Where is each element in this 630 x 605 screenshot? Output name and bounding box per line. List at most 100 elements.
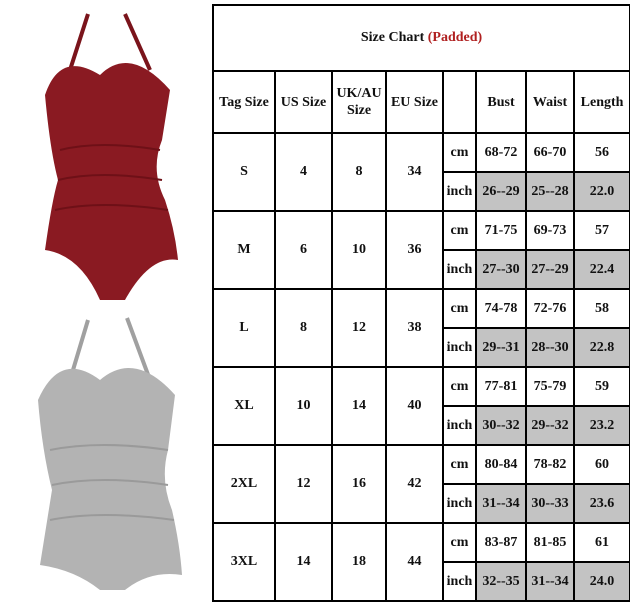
unit-cm-cell: cm xyxy=(442,288,477,329)
us-size-cell: 6 xyxy=(274,210,333,290)
waist-cm-cell: 78-82 xyxy=(525,444,575,485)
length-inch-cell: 22.4 xyxy=(572,249,630,290)
size-row-inch: inch 30--32 29--32 23.2 xyxy=(213,405,630,446)
header-uk-au-size: UK/AU Size xyxy=(331,70,387,134)
length-cm-cell: 56 xyxy=(572,132,630,173)
size-row-cm: 2XL 12 16 42 cm 80-84 78-82 60 xyxy=(212,444,630,524)
bust-cm-cell: 80-84 xyxy=(475,444,527,485)
swimsuit-images xyxy=(38,13,182,590)
unit-cm-cell: cm xyxy=(442,132,477,173)
header-waist: Waist xyxy=(525,70,575,134)
uk-au-size-cell: 8 xyxy=(331,132,387,212)
tag-size-cell: 3XL xyxy=(212,522,276,602)
waist-inch-cell: 31--34 xyxy=(525,561,575,602)
us-size-cell: 4 xyxy=(274,132,333,212)
header-us-size: US Size xyxy=(274,70,333,134)
tag-size-cell: 2XL xyxy=(212,444,276,524)
unit-cm-cell: cm xyxy=(442,444,477,485)
waist-inch-cell: 29--32 xyxy=(525,405,575,446)
waist-inch-cell: 28--30 xyxy=(525,327,575,368)
bust-inch-cell: 27--30 xyxy=(475,249,527,290)
unit-inch-cell: inch xyxy=(442,327,477,368)
length-cm-cell: 61 xyxy=(572,522,630,563)
unit-cm-cell: cm xyxy=(442,522,477,563)
size-row-inch: inch 27--30 27--29 22.4 xyxy=(213,249,630,290)
red-swimsuit-image xyxy=(45,13,178,300)
length-cm-cell: 57 xyxy=(572,210,630,251)
length-cm-cell: 60 xyxy=(572,444,630,485)
waist-inch-cell: 25--28 xyxy=(525,171,575,212)
size-row-cm: XL 10 14 40 cm 77-81 75-79 59 xyxy=(212,366,630,446)
unit-inch-cell: inch xyxy=(442,405,477,446)
tag-size-cell: S xyxy=(212,132,276,212)
bust-cm-cell: 71-75 xyxy=(475,210,527,251)
unit-cm-cell: cm xyxy=(442,210,477,251)
size-row-inch: inch 31--34 30--33 23.6 xyxy=(213,483,630,524)
bust-cm-cell: 83-87 xyxy=(475,522,527,563)
us-size-cell: 10 xyxy=(274,366,333,446)
length-inch-cell: 22.0 xyxy=(572,171,630,212)
us-size-cell: 12 xyxy=(274,444,333,524)
size-chart-table: Size Chart (Padded) Tag Size US Size UK/… xyxy=(211,4,630,602)
unit-cm-cell: cm xyxy=(442,366,477,407)
length-inch-cell: 23.2 xyxy=(572,405,630,446)
length-cm-cell: 58 xyxy=(572,288,630,329)
waist-inch-cell: 27--29 xyxy=(525,249,575,290)
size-row-inch: inch 26--29 25--28 22.0 xyxy=(213,171,630,212)
waist-cm-cell: 69-73 xyxy=(525,210,575,251)
unit-inch-cell: inch xyxy=(442,561,477,602)
waist-cm-cell: 72-76 xyxy=(525,288,575,329)
tag-size-cell: XL xyxy=(212,366,276,446)
chart-title: Size Chart (Padded) xyxy=(211,4,630,72)
size-row-cm: M 6 10 36 cm 71-75 69-73 57 xyxy=(212,210,630,290)
bust-inch-cell: 31--34 xyxy=(475,483,527,524)
eu-size-cell: 42 xyxy=(385,444,444,524)
size-row-cm: 3XL 14 18 44 cm 83-87 81-85 61 xyxy=(212,522,630,602)
size-row-inch: inch 29--31 28--30 22.8 xyxy=(213,327,630,368)
eu-size-cell: 38 xyxy=(385,288,444,368)
uk-au-size-cell: 18 xyxy=(331,522,387,602)
eu-size-cell: 36 xyxy=(385,210,444,290)
waist-cm-cell: 81-85 xyxy=(525,522,575,563)
title-accent: (Padded) xyxy=(427,30,483,45)
bust-inch-cell: 29--31 xyxy=(475,327,527,368)
header-eu-size: EU Size xyxy=(385,70,444,134)
size-row-inch: inch 32--35 31--34 24.0 xyxy=(213,561,630,602)
unit-inch-cell: inch xyxy=(442,249,477,290)
length-inch-cell: 23.6 xyxy=(572,483,630,524)
uk-au-size-cell: 16 xyxy=(331,444,387,524)
tag-size-cell: L xyxy=(212,288,276,368)
bust-inch-cell: 26--29 xyxy=(475,171,527,212)
header-row: Tag Size US Size UK/AU Size EU Size Bust… xyxy=(212,70,630,134)
unit-inch-cell: inch xyxy=(442,483,477,524)
bust-inch-cell: 32--35 xyxy=(475,561,527,602)
waist-inch-cell: 30--33 xyxy=(525,483,575,524)
title-text: Size Chart xyxy=(360,30,425,45)
us-size-cell: 14 xyxy=(274,522,333,602)
header-length: Length xyxy=(572,70,630,134)
bust-cm-cell: 68-72 xyxy=(475,132,527,173)
eu-size-cell: 34 xyxy=(385,132,444,212)
title-row: Size Chart (Padded) xyxy=(211,4,630,72)
bust-inch-cell: 30--32 xyxy=(475,405,527,446)
size-row-cm: L 8 12 38 cm 74-78 72-76 58 xyxy=(212,288,630,368)
length-inch-cell: 24.0 xyxy=(572,561,630,602)
header-tag-size: Tag Size xyxy=(212,70,276,134)
unit-inch-cell: inch xyxy=(442,171,477,212)
bust-cm-cell: 77-81 xyxy=(475,366,527,407)
uk-au-size-cell: 14 xyxy=(331,366,387,446)
waist-cm-cell: 66-70 xyxy=(525,132,575,173)
waist-cm-cell: 75-79 xyxy=(525,366,575,407)
eu-size-cell: 44 xyxy=(385,522,444,602)
uk-au-size-cell: 10 xyxy=(331,210,387,290)
size-row-cm: S 4 8 34 cm 68-72 66-70 56 xyxy=(212,132,630,212)
grey-swimsuit-image xyxy=(38,317,182,590)
length-cm-cell: 59 xyxy=(572,366,630,407)
uk-au-size-cell: 12 xyxy=(331,288,387,368)
header-unit xyxy=(442,70,477,134)
us-size-cell: 8 xyxy=(274,288,333,368)
eu-size-cell: 40 xyxy=(385,366,444,446)
length-inch-cell: 22.8 xyxy=(572,327,630,368)
header-bust: Bust xyxy=(475,70,527,134)
tag-size-cell: M xyxy=(212,210,276,290)
